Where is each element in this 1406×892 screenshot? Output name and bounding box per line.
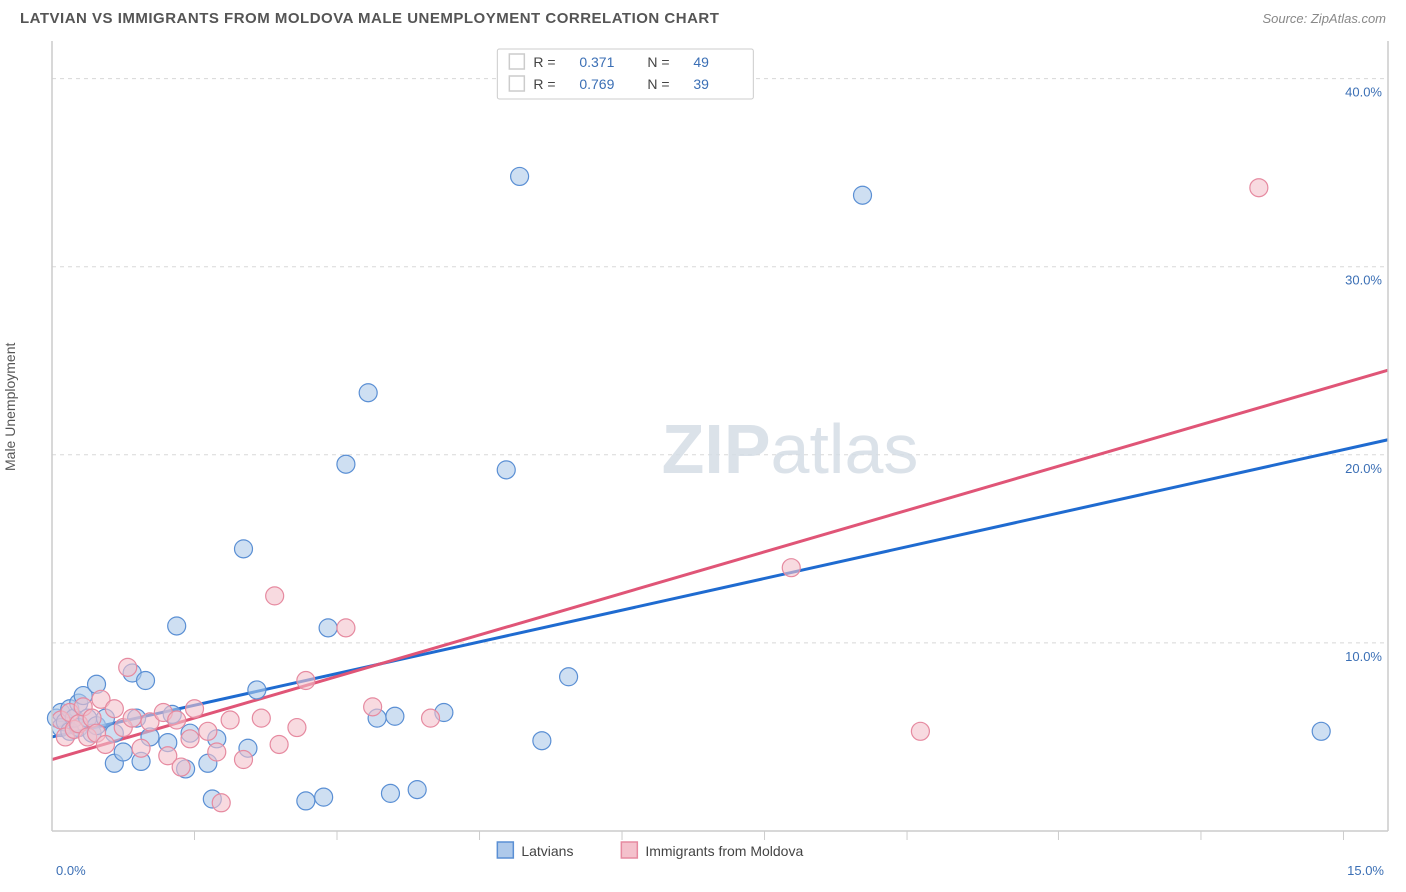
point-moldova [234, 751, 252, 769]
legend-swatch-moldova [509, 76, 524, 91]
point-moldova [911, 722, 929, 740]
point-latvians [315, 788, 333, 806]
chart-title: LATVIAN VS IMMIGRANTS FROM MOLDOVA MALE … [20, 10, 719, 27]
point-moldova [782, 559, 800, 577]
point-latvians [497, 461, 515, 479]
point-moldova [221, 711, 239, 729]
point-moldova [288, 719, 306, 737]
point-latvians [854, 186, 872, 204]
y-axis-label: Male Unemployment [2, 343, 18, 471]
point-latvians [248, 681, 266, 699]
source-attribution: Source: ZipAtlas.com [1262, 11, 1386, 26]
point-latvians [114, 743, 132, 761]
point-latvians [297, 792, 315, 810]
point-moldova [168, 711, 186, 729]
point-moldova [1250, 179, 1268, 197]
point-moldova [364, 698, 382, 716]
point-latvians [381, 784, 399, 802]
point-latvians [234, 540, 252, 558]
y-axis-label: 20.0% [1345, 461, 1382, 476]
point-moldova [96, 735, 114, 753]
chart-area: Male Unemployment ZIPatlas 0.0% 15.0% 10.0%… [0, 33, 1406, 883]
y-axis-label: 30.0% [1345, 273, 1382, 288]
point-moldova [123, 709, 141, 727]
y-axis-label: 40.0% [1345, 85, 1382, 100]
point-moldova [105, 700, 123, 718]
point-latvians [560, 668, 578, 686]
point-latvians [319, 619, 337, 637]
svg-text:0.371: 0.371 [579, 54, 614, 70]
point-latvians [359, 384, 377, 402]
svg-text:0.769: 0.769 [579, 76, 614, 92]
svg-text:49: 49 [693, 54, 709, 70]
x-axis-label: 15.0% [1347, 863, 1384, 878]
svg-text:39: 39 [693, 76, 709, 92]
point-moldova [186, 700, 204, 718]
point-moldova [172, 758, 190, 776]
point-latvians [337, 455, 355, 473]
point-moldova [132, 739, 150, 757]
point-moldova [199, 722, 217, 740]
legend-swatch-moldova [621, 842, 637, 858]
legend-swatch-latvians [497, 842, 513, 858]
svg-text:N =: N = [647, 54, 669, 70]
series-legend: Latvians Immigrants from Moldova [497, 842, 803, 859]
x-axis-label: 0.0% [56, 863, 86, 878]
stats-legend: R = 0.371 N = 49 R = 0.769 N = 39 [497, 49, 753, 99]
legend-swatch-latvians [509, 54, 524, 69]
svg-text:R =: R = [533, 54, 555, 70]
chart-header: LATVIAN VS IMMIGRANTS FROM MOLDOVA MALE … [0, 0, 1406, 33]
scatter-chart: ZIPatlas 0.0% 15.0% 10.0% 20.0% 30.0% 40.0% R =… [0, 33, 1406, 883]
y-axis-label: 10.0% [1345, 649, 1382, 664]
point-latvians [386, 707, 404, 725]
legend-label-moldova: Immigrants from Moldova [645, 843, 803, 859]
point-moldova [266, 587, 284, 605]
point-moldova [208, 743, 226, 761]
svg-text:R =: R = [533, 76, 555, 92]
point-moldova [212, 794, 230, 812]
svg-text:N =: N = [647, 76, 669, 92]
point-latvians [533, 732, 551, 750]
point-moldova [422, 709, 440, 727]
point-latvians [137, 672, 155, 690]
point-latvians [408, 781, 426, 799]
point-moldova [119, 658, 137, 676]
point-moldova [297, 672, 315, 690]
point-moldova [337, 619, 355, 637]
point-moldova [181, 730, 199, 748]
legend-label-latvians: Latvians [521, 843, 573, 859]
point-moldova [270, 735, 288, 753]
point-latvians [1312, 722, 1330, 740]
point-latvians [511, 167, 529, 185]
point-moldova [252, 709, 270, 727]
point-latvians [168, 617, 186, 635]
watermark: ZIPatlas [662, 410, 919, 488]
